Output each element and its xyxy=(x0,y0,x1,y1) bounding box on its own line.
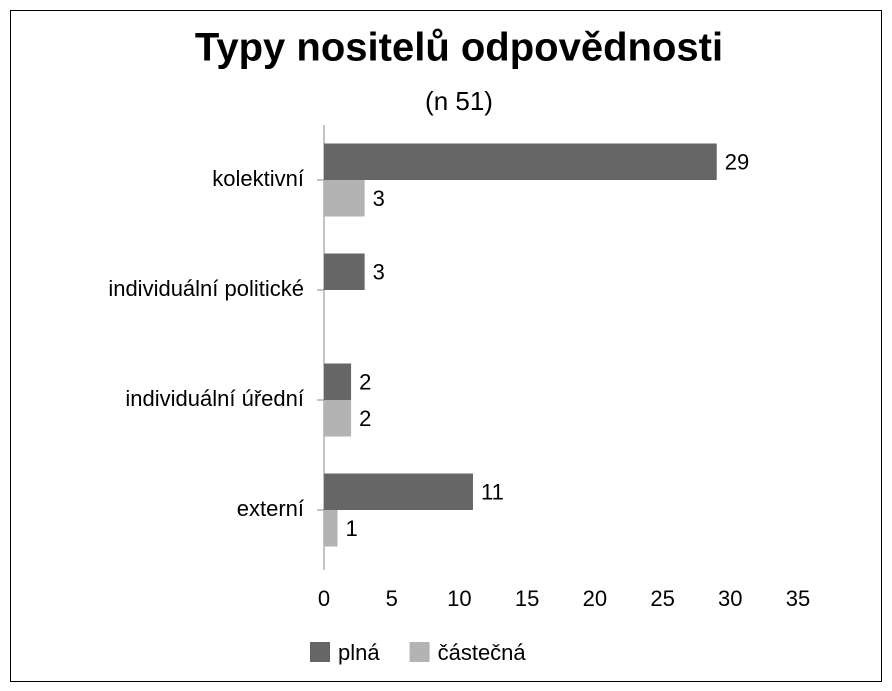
legend-label: plná xyxy=(338,640,380,665)
bar xyxy=(324,400,352,437)
bar xyxy=(324,180,365,217)
y-tick-label: individuální politické xyxy=(108,276,304,301)
chart-border xyxy=(10,10,882,682)
y-tick-label: kolektivní xyxy=(212,166,304,191)
chart-subtitle: (n 51) xyxy=(425,86,493,116)
bar xyxy=(324,143,717,180)
x-tick-label: 35 xyxy=(786,586,810,611)
bar xyxy=(324,473,473,510)
data-label: 2 xyxy=(359,370,371,395)
legend-swatch xyxy=(409,642,430,662)
data-label: 3 xyxy=(373,186,385,211)
x-tick-label: 0 xyxy=(318,586,330,611)
x-tick-label: 25 xyxy=(650,586,674,611)
data-label: 2 xyxy=(359,406,371,431)
x-tick-label: 5 xyxy=(386,586,398,611)
chart-title: Typy nositelů odpovědnosti xyxy=(195,26,723,70)
legend-label: částečná xyxy=(438,640,527,665)
x-tick-label: 10 xyxy=(447,586,471,611)
y-tick-label: externí xyxy=(237,496,304,521)
data-label: 11 xyxy=(481,480,504,505)
x-tick-label: 15 xyxy=(515,586,539,611)
data-label: 29 xyxy=(725,150,749,175)
bar xyxy=(324,363,352,400)
bar xyxy=(324,253,365,290)
data-label: 3 xyxy=(373,260,385,285)
data-label: 1 xyxy=(346,516,358,541)
x-tick-label: 30 xyxy=(718,586,742,611)
x-tick-label: 20 xyxy=(583,586,607,611)
y-tick-label: individuální úřední xyxy=(125,386,304,411)
bar xyxy=(324,510,338,547)
legend-swatch xyxy=(310,642,330,662)
